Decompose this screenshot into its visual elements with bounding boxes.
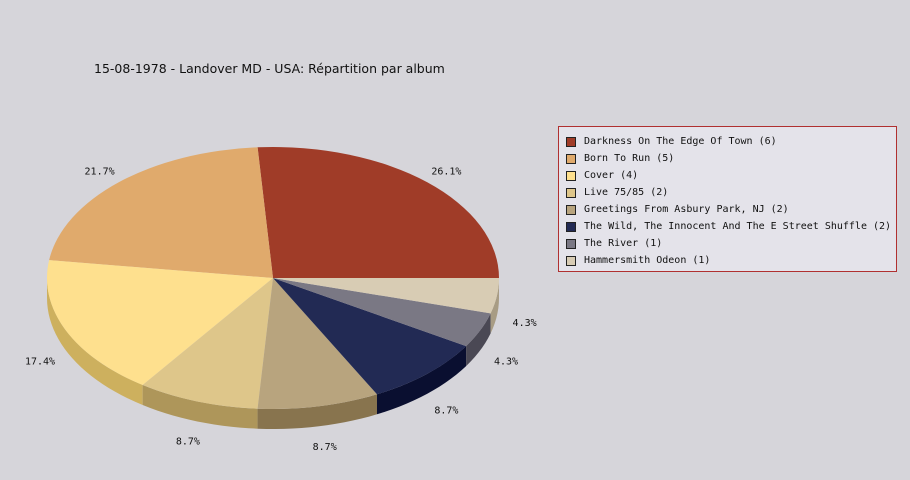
legend-item: Born To Run (5) [566, 150, 896, 167]
legend-swatch [566, 255, 576, 266]
pie-label-4: 8.7% [176, 437, 200, 448]
legend-item: Live 75/85 (2) [566, 184, 896, 201]
legend-item: Greetings From Asbury Park, NJ (2) [566, 201, 896, 218]
pie-slice-7 [273, 278, 491, 347]
pie-slice-1 [257, 147, 499, 278]
pie-label-6: 8.7% [434, 405, 458, 416]
pie-slice-side-8 [490, 278, 499, 334]
legend-label: Hammersmith Odeon (1) [584, 255, 711, 266]
pie-slice-group [46, 147, 499, 409]
pie-slice-2 [49, 147, 273, 278]
pie-label-7: 4.3% [494, 357, 518, 368]
pie-slice-side-5 [257, 394, 377, 429]
legend-label: Darkness On The Edge Of Town (6) [584, 136, 777, 147]
pie-label-3: 17.4% [25, 357, 55, 368]
legend: Darkness On The Edge Of Town (6) Born To … [558, 126, 897, 272]
legend-item: Darkness On The Edge Of Town (6) [566, 133, 896, 150]
pie-slice-3 [46, 260, 274, 386]
legend-swatch [566, 187, 576, 198]
pie-slice-side-3 [47, 278, 143, 406]
legend-label: Born To Run (5) [584, 153, 675, 164]
legend-label: The Wild, The Innocent And The E Street … [584, 221, 892, 232]
legend-label: Greetings From Asbury Park, NJ (2) [584, 204, 789, 215]
legend-item: Cover (4) [566, 167, 896, 184]
pie-slice-side-7 [466, 313, 491, 367]
pie-slice-side-4 [142, 385, 258, 429]
pie-label-group: 26.1% 21.7% 17.4% 8.7% 8.7% 8.7% 4.3% 4.3% [25, 167, 537, 453]
pie-side-group [47, 278, 499, 429]
pie-slice-5 [257, 278, 377, 409]
pie-label-8: 4.3% [513, 318, 537, 329]
legend-swatch [566, 136, 576, 147]
legend-label: Live 75/85 (2) [584, 187, 669, 198]
legend-label: The River (1) [584, 238, 663, 249]
legend-swatch [566, 204, 576, 215]
legend-item: The Wild, The Innocent And The E Street … [566, 218, 896, 235]
chart-title: 15-08-1978 - Landover MD - USA: Répartit… [94, 61, 445, 76]
legend-swatch [566, 170, 576, 181]
legend-swatch [566, 238, 576, 249]
pie-label-2: 21.7% [85, 167, 115, 178]
legend-item: Hammersmith Odeon (1) [566, 252, 896, 269]
pie-label-5: 8.7% [313, 442, 337, 453]
pie-slice-6 [273, 278, 467, 395]
legend-item: The River (1) [566, 235, 896, 252]
legend-label: Cover (4) [584, 170, 639, 181]
legend-swatch [566, 221, 576, 232]
pie-slice-side-6 [376, 346, 467, 415]
pie-slice-4 [142, 278, 273, 409]
pie-label-1: 26.1% [431, 167, 461, 178]
pie-slice-8 [273, 278, 499, 314]
legend-swatch [566, 153, 576, 164]
